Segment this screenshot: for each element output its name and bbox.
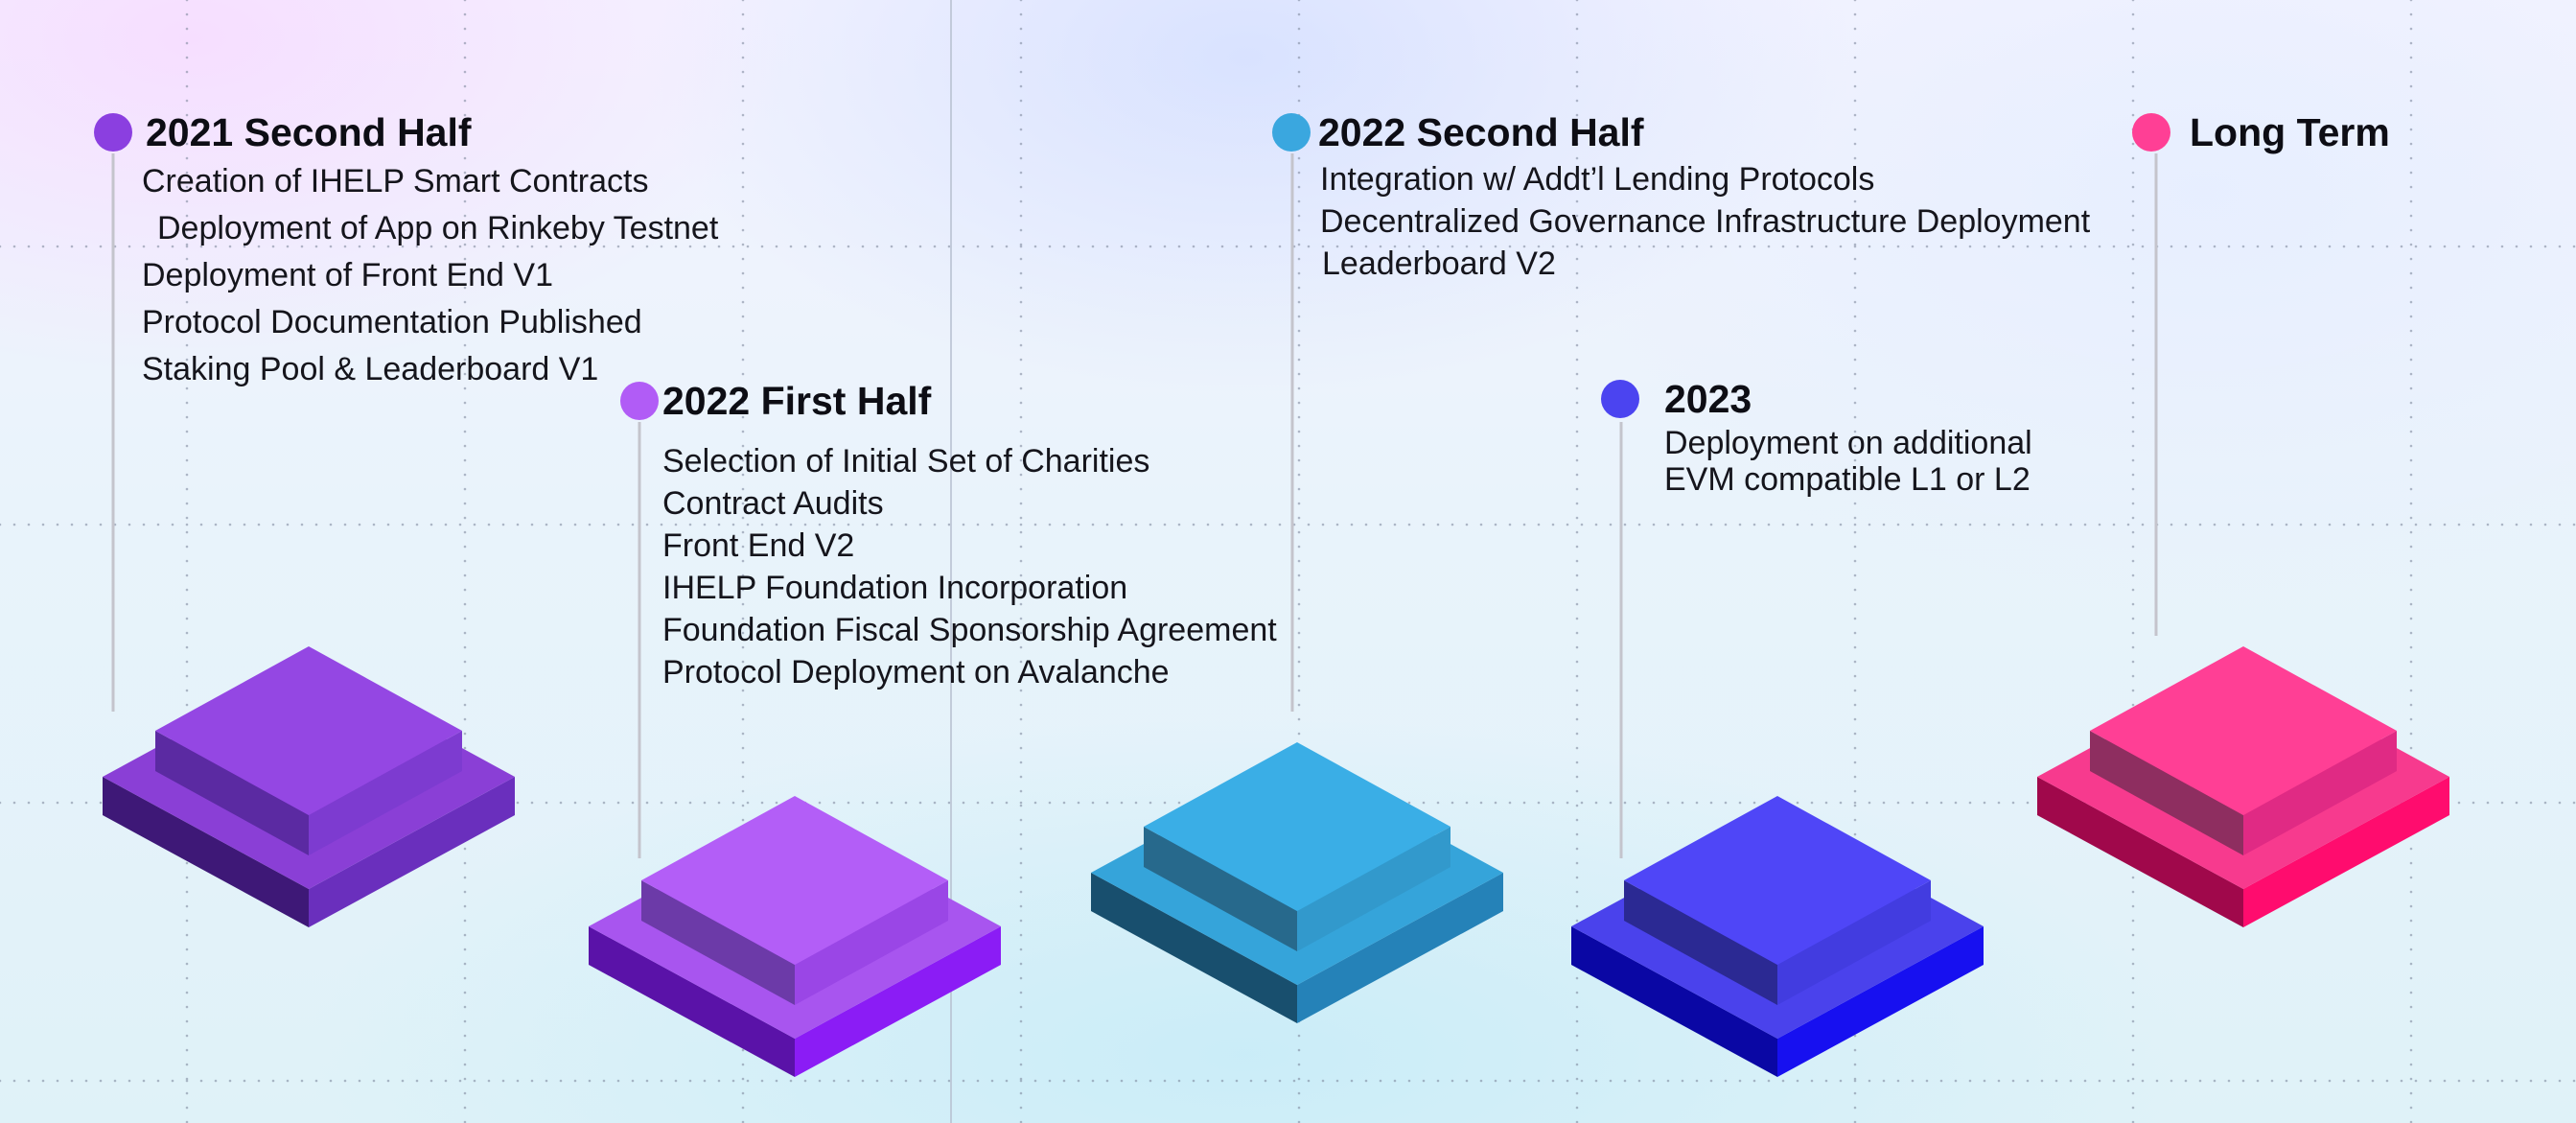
block-upper-left-face — [641, 880, 795, 1005]
block-upper-top-face — [641, 796, 948, 965]
milestone-dot-icon — [94, 113, 132, 152]
milestone-item: Deployment of Front End V1 — [142, 257, 554, 293]
block-upper-right-face — [795, 880, 948, 1005]
milestone-item: Integration w/ Addt’l Lending Protocols — [1320, 161, 1875, 198]
milestone-item: Selection of Initial Set of Charities — [662, 443, 1150, 480]
block-upper-right-face — [1297, 827, 1450, 951]
block-upper-top-face — [2090, 646, 2397, 815]
block-upper-left-face — [2090, 731, 2243, 855]
block-base-right-face — [1777, 926, 1984, 1077]
milestone-items: Deployment on additional EVM compatible … — [1601, 425, 2032, 498]
milestone-title: 2023 — [1664, 376, 1752, 421]
block-upper-right-face — [1777, 880, 1931, 1005]
milestone-item: EVM compatible L1 or L2 — [1664, 461, 2031, 498]
block-upper-top-face — [1144, 742, 1450, 911]
milestone-2021-second-half: 2021 Second Half Creation of IHELP Smart… — [94, 106, 718, 393]
block-base-right-face — [309, 777, 515, 927]
block-upper-left-face — [155, 731, 309, 855]
milestone-long-term: Long Term — [2132, 106, 2390, 158]
milestone-dot-icon — [1272, 113, 1311, 152]
milestone-item: Protocol Deployment on Avalanche — [662, 654, 1170, 690]
block-base-right-face — [2243, 777, 2449, 927]
block-upper-left-face — [1624, 880, 1777, 1005]
milestone-2023: 2023 Deployment on additional EVM compat… — [1601, 373, 2032, 498]
milestone-dot-icon — [1601, 380, 1639, 418]
milestone-items: Selection of Initial Set of Charities Co… — [620, 440, 1277, 693]
milestone-item: Protocol Documentation Published — [142, 304, 642, 340]
milestone-item: Front End V2 — [662, 527, 855, 564]
block-base-left-face — [103, 777, 309, 927]
milestone-item: Staking Pool & Leaderboard V1 — [142, 351, 599, 387]
milestone-item: Leaderboard V2 — [1322, 246, 1556, 282]
block-upper-right-face — [309, 731, 462, 855]
milestone-2022-first-half: 2022 First Half Selection of Initial Set… — [620, 375, 1277, 693]
milestone-dot-icon — [2132, 113, 2170, 152]
milestone-title: 2022 First Half — [662, 378, 932, 423]
block-upper-top-face — [1624, 796, 1931, 965]
block-base-left-face — [1571, 926, 1777, 1077]
block-base-left-face — [1091, 873, 1297, 1023]
milestone-item: Creation of IHELP Smart Contracts — [142, 163, 649, 199]
milestone-item: Deployment on additional — [1664, 425, 2032, 461]
milestone-item: Deployment of App on Rinkeby Testnet — [157, 210, 719, 246]
platform-blocks — [103, 646, 2449, 1077]
milestone-item: Foundation Fiscal Sponsorship Agreement — [662, 612, 1277, 648]
milestone-dot-icon — [620, 382, 659, 420]
block-base-right-face — [795, 926, 1001, 1077]
milestone-2022-second-half: 2022 Second Half Integration w/ Addt’l L… — [1272, 106, 2090, 285]
milestone-item: Contract Audits — [662, 485, 884, 522]
milestone-item: IHELP Foundation Incorporation — [662, 570, 1128, 606]
milestone-items: Integration w/ Addt’l Lending Protocols … — [1272, 158, 2090, 285]
block-upper-top-face — [155, 646, 462, 815]
block-upper-right-face — [2243, 731, 2397, 855]
block-upper-left-face — [1144, 827, 1297, 951]
milestone-items: Creation of IHELP Smart Contracts Deploy… — [94, 158, 718, 393]
block-base-right-face — [1297, 873, 1503, 1023]
milestone-title: 2021 Second Half — [146, 109, 472, 154]
milestone-item: Decentralized Governance Infrastructure … — [1320, 203, 2091, 240]
milestone-title: Long Term — [2190, 109, 2390, 154]
block-base-left-face — [589, 926, 795, 1077]
milestone-title: 2022 Second Half — [1318, 109, 1644, 154]
block-base-left-face — [2037, 777, 2243, 927]
connector-lines — [111, 153, 2158, 858]
